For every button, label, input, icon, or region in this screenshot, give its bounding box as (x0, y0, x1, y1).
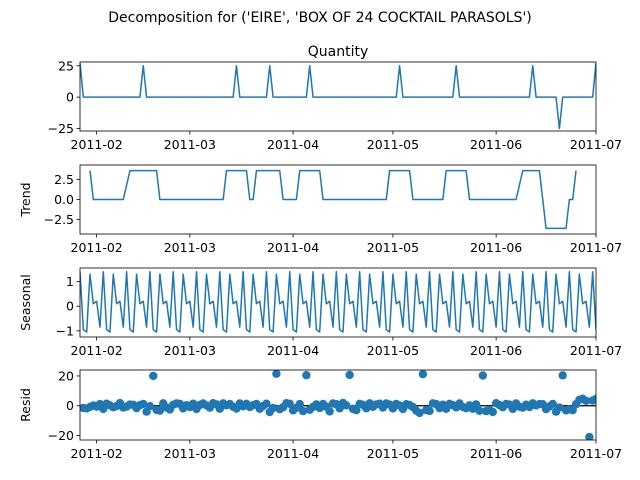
x-tick-label: 2011-02 (71, 343, 123, 358)
x-tick-label: 2011-06 (470, 137, 522, 152)
x-tick-label: 2011-02 (71, 446, 123, 461)
x-tick-label: 2011-07 (570, 343, 622, 358)
x-tick-label: 2011-02 (71, 240, 123, 255)
series-line (80, 270, 596, 333)
x-tick-label: 2011-05 (367, 137, 419, 152)
x-tick-label: 2011-03 (164, 137, 216, 152)
x-tick-label: 2011-05 (367, 240, 419, 255)
y-tick-label: 0 (66, 398, 74, 413)
resid-point (558, 371, 567, 380)
resid-point (605, 403, 613, 411)
x-tick-label: 2011-07 (570, 240, 622, 255)
resid-point (602, 399, 610, 407)
series-line (80, 63, 596, 130)
resid-point (598, 397, 606, 405)
resid-point (415, 408, 424, 418)
x-tick-label: 2011-04 (267, 343, 319, 358)
y-tick-label: −25 (48, 121, 74, 136)
resid-point (581, 396, 591, 406)
plot-area (80, 63, 596, 130)
resid-point (268, 403, 278, 413)
y-axis-label: Seasonal (18, 274, 33, 331)
resid-point (418, 370, 428, 379)
resid-point (342, 401, 351, 410)
panel-1: 2.5 0.0 −2.5 2011-02 2011-03 2011-04 2011-05 20… (18, 164, 622, 255)
resid-point (555, 403, 564, 412)
resid-point (612, 406, 620, 414)
y-tick-label: −1 (56, 323, 74, 338)
resid-point (352, 406, 361, 415)
resid-point (325, 407, 334, 416)
resid-point (475, 406, 484, 416)
resid-point (488, 407, 497, 417)
x-tick-label: 2011-06 (470, 240, 522, 255)
resid-point (471, 400, 481, 409)
panel-2: 1 0 −1 2011-02 2011-03 2011-04 2011-05 2011-06 2… (18, 267, 622, 358)
x-tick-label: 2011-05 (367, 446, 419, 461)
resid-point (608, 404, 616, 412)
resid-point (295, 399, 304, 409)
x-tick-label: 2011-03 (164, 240, 216, 255)
resid-point (155, 406, 165, 415)
resid-point (272, 370, 281, 378)
y-tick-label: 0 (66, 299, 74, 314)
resid-point (145, 401, 155, 411)
resid-point (425, 406, 434, 416)
x-tick-label: 2011-02 (71, 137, 123, 152)
x-tick-label: 2011-06 (470, 446, 522, 461)
resid-point (591, 394, 596, 404)
plot-area (80, 370, 623, 440)
resid-point (298, 406, 308, 416)
x-tick-label: 2011-04 (267, 240, 319, 255)
y-tick-label: 25 (58, 58, 74, 73)
x-tick-label: 2011-04 (267, 446, 319, 461)
panel-3: 20 0 −20 2011-02 2011-03 2011-04 2011-05 2011-0… (18, 368, 623, 461)
y-axis-label: Resid (18, 388, 33, 422)
resid-point (478, 371, 488, 380)
y-tick-label: 20 (58, 368, 74, 383)
resid-point (139, 399, 148, 409)
figure-title: Decomposition for ('EIRE', 'BOX OF 24 CO… (108, 10, 532, 26)
plot-area (89, 169, 577, 230)
x-tick-label: 2011-03 (164, 446, 216, 461)
resid-point (585, 432, 594, 440)
resid-point (262, 399, 271, 408)
resid-point (302, 371, 311, 380)
axes-frame (79, 61, 597, 132)
plot-area (80, 270, 596, 333)
axes-frame (79, 267, 597, 338)
x-tick-label: 2011-03 (164, 343, 216, 358)
y-tick-label: −20 (48, 428, 74, 443)
y-tick-label: 2.5 (54, 172, 74, 187)
x-tick-label: 2011-07 (570, 137, 622, 152)
y-tick-label: 1 (66, 274, 74, 289)
resid-point (285, 399, 294, 409)
resid-point (345, 370, 354, 380)
series-line (89, 169, 577, 230)
x-tick-label: 2011-07 (570, 446, 622, 461)
x-tick-label: 2011-05 (367, 343, 419, 358)
panel-title: Quantity (308, 44, 369, 60)
x-tick-label: 2011-06 (470, 343, 522, 358)
y-tick-label: 0.0 (54, 192, 74, 207)
resid-point (149, 371, 158, 381)
x-tick-label: 2011-04 (267, 137, 319, 152)
y-tick-label: 0 (66, 90, 74, 105)
resid-point (548, 399, 557, 409)
y-axis-label: Trend (18, 182, 33, 217)
axes-frame (79, 369, 597, 441)
y-tick-label: −2.5 (44, 212, 74, 227)
resid-point (615, 408, 623, 416)
